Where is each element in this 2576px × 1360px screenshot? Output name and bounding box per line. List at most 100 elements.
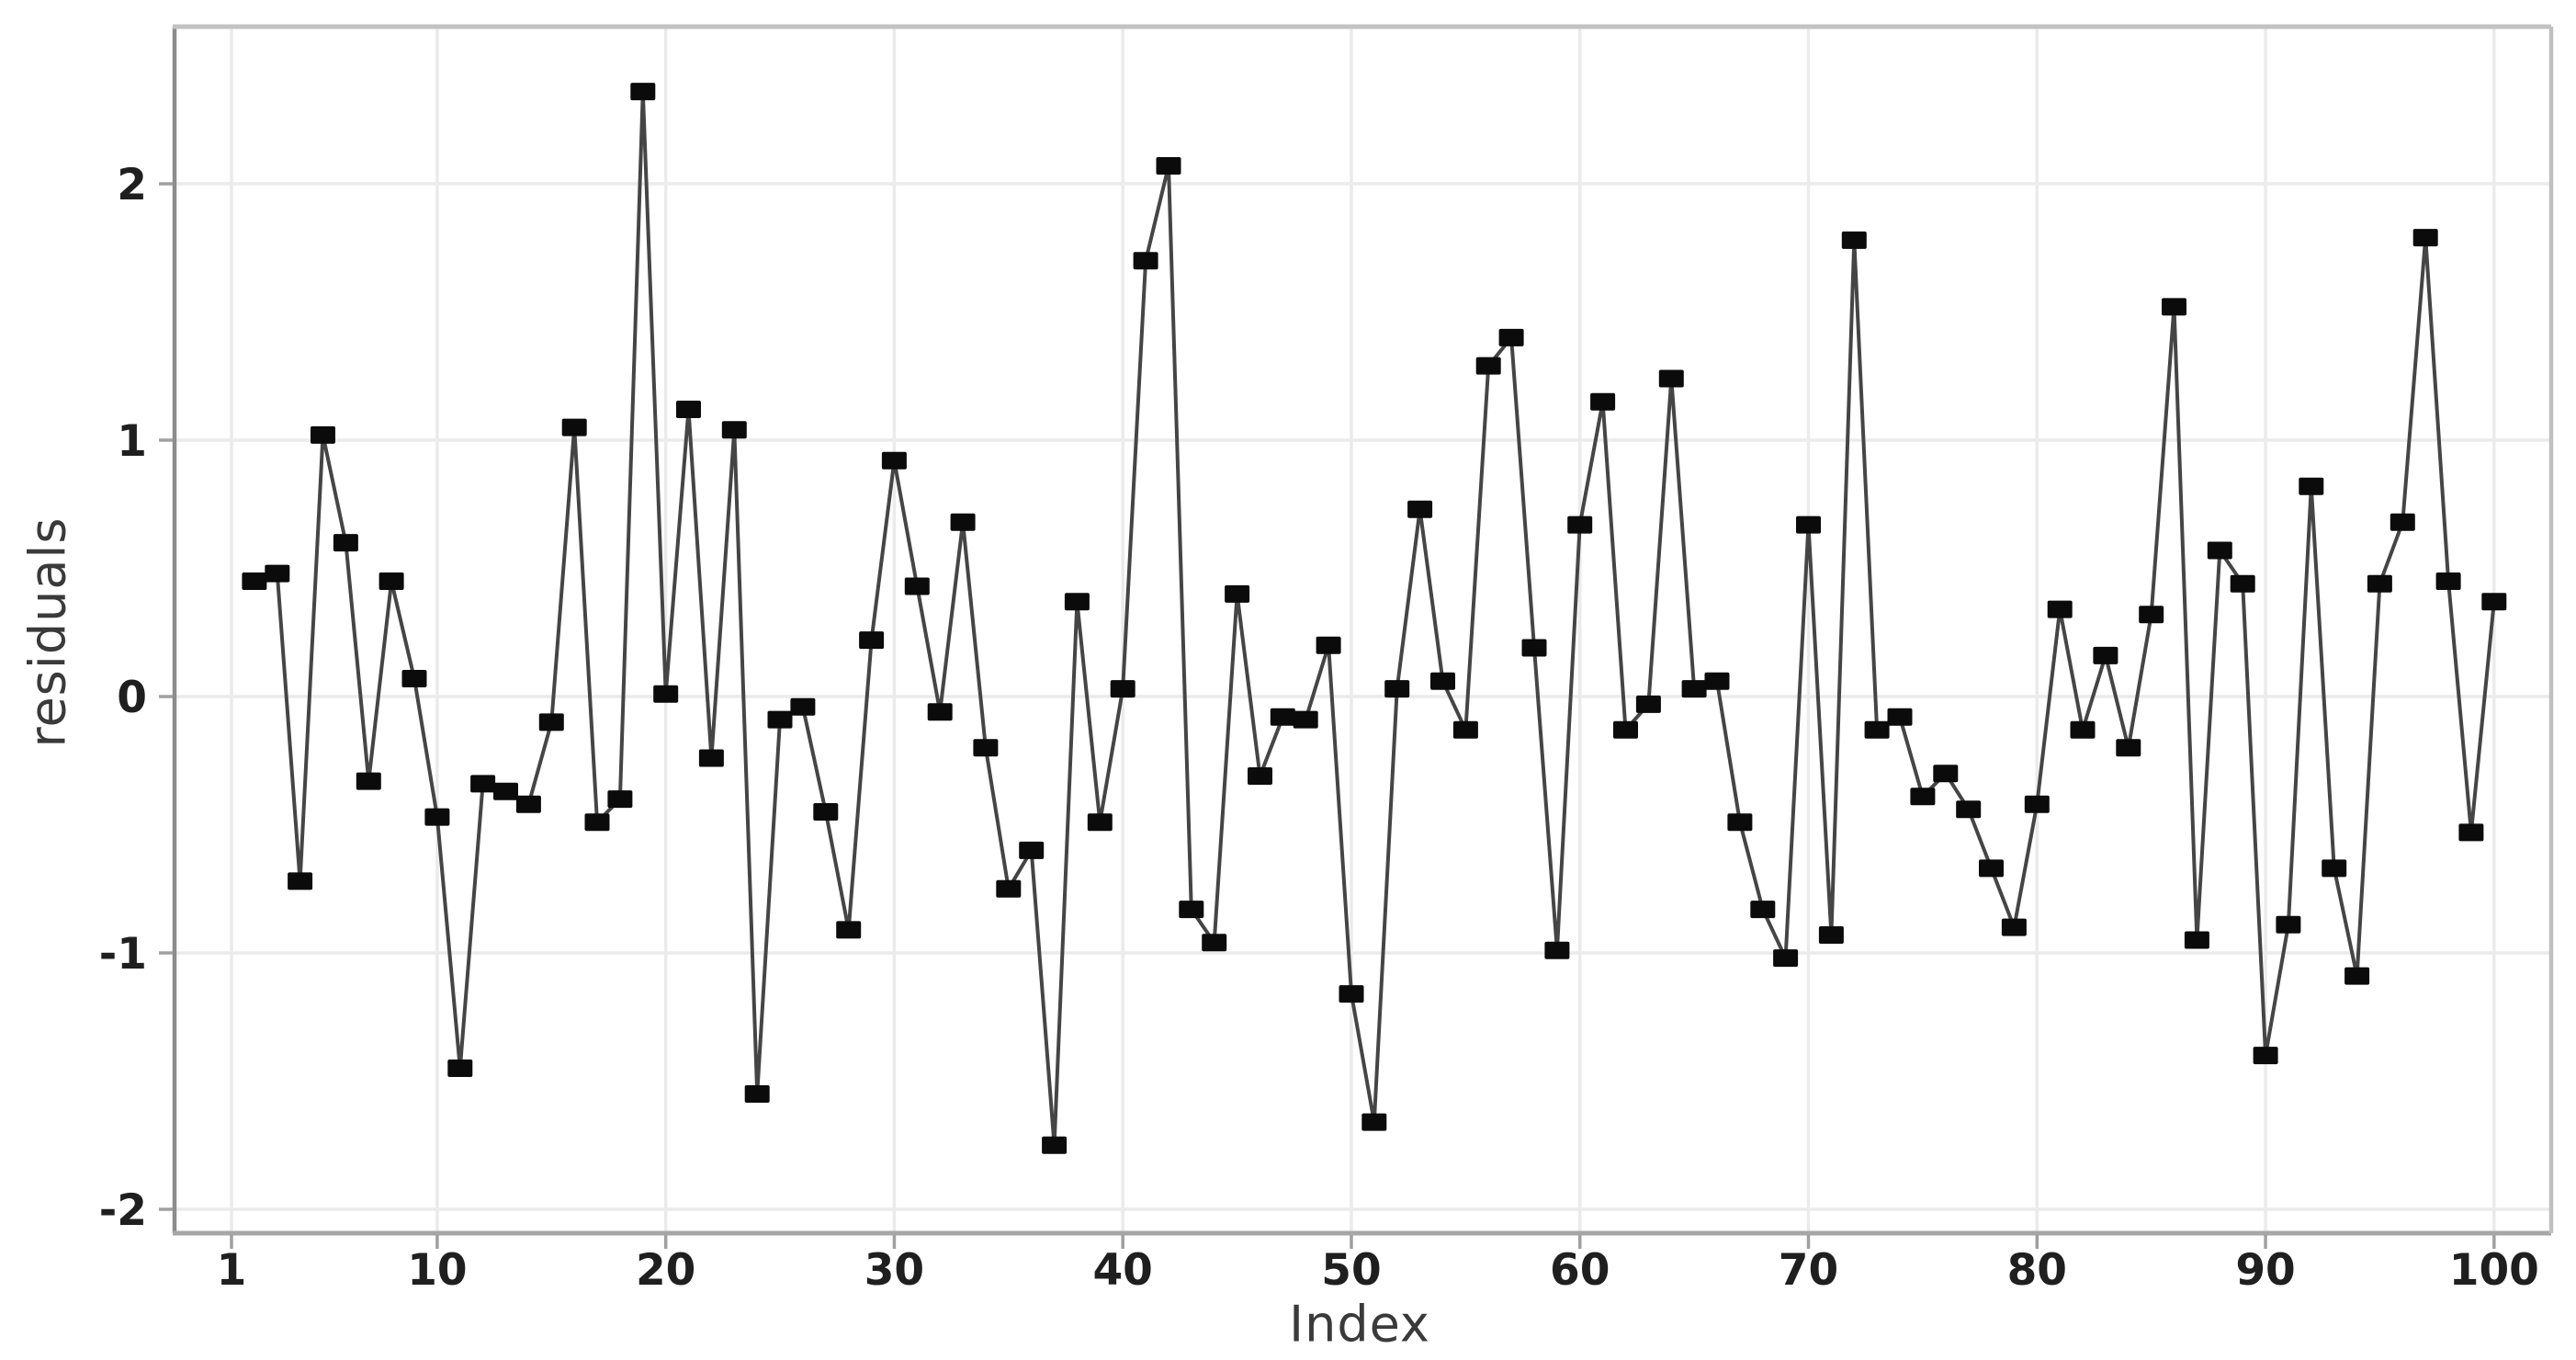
y-tick-label: 1 bbox=[117, 416, 147, 467]
data-point-marker bbox=[2276, 915, 2301, 934]
data-point-marker bbox=[881, 451, 907, 470]
data-point-marker bbox=[1544, 941, 1570, 959]
x-tick-label: 80 bbox=[2007, 1245, 2067, 1296]
data-point-marker bbox=[1613, 720, 1638, 739]
data-point-marker bbox=[401, 670, 427, 687]
data-point-marker bbox=[1750, 901, 1776, 919]
data-point-marker bbox=[2047, 600, 2073, 618]
data-point-marker bbox=[1452, 720, 1478, 739]
data-point-marker bbox=[356, 772, 381, 790]
data-point-marker bbox=[2093, 646, 2118, 664]
data-point-marker bbox=[676, 401, 701, 418]
data-point-marker bbox=[2322, 859, 2347, 878]
data-point-marker bbox=[2412, 229, 2438, 247]
data-point-marker bbox=[813, 803, 839, 821]
data-point-marker bbox=[2458, 823, 2484, 842]
data-point-marker bbox=[447, 1060, 473, 1077]
data-point-marker bbox=[927, 703, 953, 721]
y-axis-title: residuals bbox=[18, 516, 77, 748]
data-point-marker bbox=[1475, 357, 1501, 375]
data-point-marker bbox=[2253, 1047, 2278, 1065]
data-point-marker bbox=[653, 685, 679, 703]
data-point-marker bbox=[2299, 477, 2324, 495]
data-point-marker bbox=[1818, 926, 1844, 944]
data-point-marker bbox=[1933, 765, 1959, 783]
data-point-marker bbox=[1042, 1136, 1068, 1154]
data-point-marker bbox=[1384, 680, 1410, 698]
data-point-marker bbox=[2070, 720, 2096, 739]
x-tick-label: 70 bbox=[1779, 1245, 1838, 1296]
data-point-marker bbox=[1521, 639, 1547, 657]
data-point-marker bbox=[836, 921, 862, 939]
data-point-marker bbox=[1658, 369, 1684, 388]
x-tick-label: 90 bbox=[2235, 1245, 2295, 1296]
x-tick-label: 50 bbox=[1321, 1245, 1381, 1296]
data-point-marker bbox=[1956, 800, 1982, 819]
data-point-marker bbox=[1796, 516, 1821, 534]
data-point-marker bbox=[1635, 695, 1661, 713]
x-tick-label: 1 bbox=[217, 1245, 247, 1296]
data-point-marker bbox=[378, 572, 404, 590]
x-axis-title: Index bbox=[1289, 1295, 1430, 1354]
data-point-marker bbox=[1064, 593, 1090, 611]
data-point-marker bbox=[1339, 985, 1364, 1003]
data-point-marker bbox=[1773, 949, 1799, 968]
data-point-marker bbox=[2139, 606, 2164, 624]
data-point-marker bbox=[996, 879, 1022, 898]
data-point-marker bbox=[950, 513, 976, 531]
y-tick-label: -2 bbox=[99, 1185, 147, 1236]
data-point-marker bbox=[2367, 574, 2392, 593]
x-tick-label: 20 bbox=[636, 1245, 695, 1296]
data-point-marker bbox=[515, 795, 541, 813]
data-point-marker bbox=[2207, 541, 2232, 560]
data-point-marker bbox=[1590, 392, 1616, 411]
data-point-marker bbox=[1270, 708, 1295, 726]
data-point-marker bbox=[607, 790, 633, 809]
data-point-marker bbox=[1361, 1113, 1387, 1131]
data-point-marker bbox=[1567, 516, 1593, 534]
data-point-marker bbox=[1910, 788, 1936, 806]
data-point-marker bbox=[2116, 739, 2141, 757]
data-point-marker bbox=[973, 739, 999, 757]
axis-ticks: 1 10 20 30 40 50 60 70 80 90 100 -2 -1 0 1 2 bbox=[99, 160, 2539, 1296]
data-point-marker bbox=[2390, 513, 2415, 531]
data-point-marker bbox=[1110, 680, 1135, 698]
data-point-marker bbox=[859, 631, 885, 650]
data-point-marker bbox=[2344, 967, 2370, 985]
x-tick-label: 30 bbox=[864, 1245, 924, 1296]
data-point-marker bbox=[1248, 767, 1272, 785]
data-point-marker bbox=[1681, 680, 1707, 698]
data-point-marker bbox=[1704, 672, 1730, 690]
data-point-marker bbox=[1979, 859, 2004, 878]
data-point-marker bbox=[1887, 708, 1913, 726]
data-point-marker bbox=[1727, 813, 1753, 832]
data-point-marker bbox=[424, 808, 450, 826]
data-point-marker bbox=[2001, 918, 2027, 936]
plot-panel bbox=[175, 27, 2551, 1233]
x-tick-label: 100 bbox=[2449, 1245, 2539, 1296]
data-point-marker bbox=[1316, 636, 1341, 654]
data-point-marker bbox=[470, 775, 496, 793]
data-point-marker bbox=[1498, 328, 1524, 346]
data-point-marker bbox=[2435, 572, 2461, 590]
data-point-marker bbox=[1156, 157, 1181, 175]
data-point-marker bbox=[561, 418, 587, 436]
data-point-marker bbox=[1841, 231, 1867, 249]
data-point-marker bbox=[904, 577, 930, 595]
data-point-marker bbox=[265, 564, 290, 583]
data-point-marker bbox=[333, 534, 358, 552]
x-tick-label: 40 bbox=[1092, 1245, 1152, 1296]
data-point-marker bbox=[2024, 795, 2050, 813]
axis-spines bbox=[172, 24, 2554, 1236]
data-point-marker bbox=[1225, 584, 1250, 603]
data-point-marker bbox=[630, 83, 656, 101]
data-point-marker bbox=[1179, 901, 1204, 919]
data-point-marker bbox=[2162, 298, 2186, 316]
data-point-marker bbox=[2230, 574, 2255, 593]
data-point-marker bbox=[288, 872, 313, 890]
data-point-marker bbox=[2184, 931, 2209, 949]
data-point-marker bbox=[790, 697, 816, 716]
data-point-marker bbox=[311, 425, 335, 444]
data-point-marker bbox=[1133, 252, 1158, 270]
